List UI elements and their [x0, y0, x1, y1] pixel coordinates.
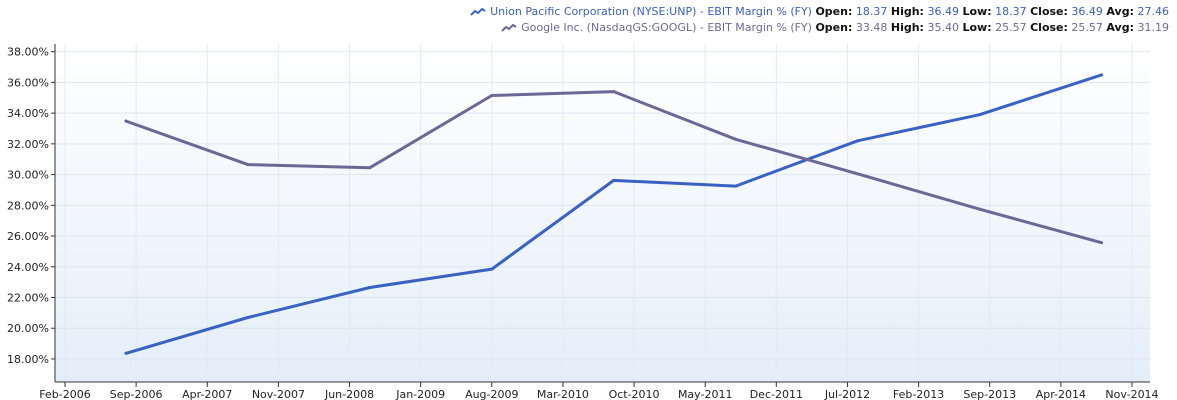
legend-low-value: 18.37 [995, 5, 1027, 18]
x-tick-label: Jun-2008 [324, 388, 374, 400]
legend-high-value: 35.40 [927, 21, 959, 34]
data-point[interactable] [1100, 241, 1104, 245]
legend-series-name: Union Pacific Corporation (NYSE:UNP) - E… [490, 5, 812, 18]
x-tick-label: Apr-2007 [182, 388, 232, 400]
data-point[interactable] [856, 172, 860, 176]
legend-high-label: High: [890, 21, 924, 34]
x-tick-label: Jan-2009 [395, 388, 445, 400]
x-tick-label: Apr-2014 [1036, 388, 1086, 400]
data-point[interactable] [368, 166, 372, 170]
legend-close-value: 25.57 [1071, 21, 1103, 34]
data-point[interactable] [246, 163, 250, 167]
legend: Union Pacific Corporation (NYSE:UNP) - E… [470, 4, 1169, 36]
legend-avg-value: 31.19 [1137, 21, 1170, 34]
data-point[interactable] [978, 113, 982, 117]
legend-item-unp[interactable]: Union Pacific Corporation (NYSE:UNP) - E… [470, 4, 1169, 20]
y-tick-label: 18.00% [7, 353, 49, 366]
x-tick-label: Nov-2007 [252, 388, 305, 400]
y-tick-label: 24.00% [7, 261, 49, 274]
y-tick-label: 32.00% [7, 138, 49, 151]
legend-close-label: Close: [1030, 5, 1068, 18]
data-point[interactable] [124, 119, 128, 123]
y-tick-label: 22.00% [7, 292, 49, 305]
legend-low-label: Low: [962, 5, 992, 18]
legend-avg-label: Avg: [1106, 5, 1134, 18]
legend-open-value: 33.48 [855, 21, 888, 34]
data-point[interactable] [490, 267, 494, 271]
legend-open-label: Open: [815, 5, 853, 18]
data-point[interactable] [612, 178, 616, 182]
x-tick-label: Jul-2012 [824, 388, 870, 400]
y-tick-label: 36.00% [7, 76, 49, 89]
y-tick-label: 26.00% [7, 230, 49, 243]
data-point[interactable] [612, 90, 616, 94]
data-point[interactable] [368, 286, 372, 290]
x-tick-label: Oct-2010 [609, 388, 660, 400]
data-point[interactable] [246, 315, 250, 319]
legend-low-value: 25.57 [995, 21, 1027, 34]
series-layer [124, 73, 1104, 355]
data-point[interactable] [734, 137, 738, 141]
data-point[interactable] [124, 351, 128, 355]
line-series-icon [470, 7, 486, 16]
data-point[interactable] [734, 184, 738, 188]
y-tick-label: 30.00% [7, 169, 49, 182]
x-tick-label: Nov-2014 [1105, 388, 1158, 400]
legend-open-label: Open: [815, 21, 853, 34]
y-tick-label: 38.00% [7, 46, 49, 59]
legend-high-label: High: [890, 5, 924, 18]
legend-low-label: Low: [962, 21, 992, 34]
x-tick-label: Aug-2009 [465, 388, 518, 400]
plot-area [55, 44, 1150, 382]
x-tick-label: Sep-2006 [110, 388, 163, 400]
legend-item-googl[interactable]: Google Inc. (NasdaqGS:GOOGL) - EBIT Marg… [470, 20, 1169, 36]
y-tick-label: 20.00% [7, 322, 49, 335]
legend-avg-label: Avg: [1106, 21, 1134, 34]
legend-avg-value: 27.46 [1137, 5, 1170, 18]
line-series-icon [501, 23, 517, 32]
x-tick-label: Mar-2010 [537, 388, 589, 400]
legend-open-value: 18.37 [855, 5, 888, 18]
y-tick-label: 34.00% [7, 107, 49, 120]
legend-high-value: 36.49 [927, 5, 959, 18]
x-tick-label: Feb-2006 [39, 388, 90, 400]
legend-close-value: 36.49 [1071, 5, 1103, 18]
x-tick-label: Sep-2013 [963, 388, 1016, 400]
x-tick-label: May-2011 [678, 388, 733, 400]
legend-close-label: Close: [1030, 21, 1068, 34]
legend-series-name: Google Inc. (NasdaqGS:GOOGL) - EBIT Marg… [521, 21, 812, 34]
grid-layer [55, 44, 1150, 382]
x-tick-label: Feb-2013 [893, 388, 944, 400]
data-point[interactable] [1100, 73, 1104, 77]
y-tick-label: 28.00% [7, 199, 49, 212]
data-point[interactable] [490, 93, 494, 97]
x-tick-label: Dec-2011 [750, 388, 803, 400]
data-point[interactable] [856, 139, 860, 143]
axis-layer: 18.00% 20.00% 22.00% 24.00% 26.00% 28.00% 30.0… [7, 44, 1159, 400]
data-point[interactable] [978, 207, 982, 211]
